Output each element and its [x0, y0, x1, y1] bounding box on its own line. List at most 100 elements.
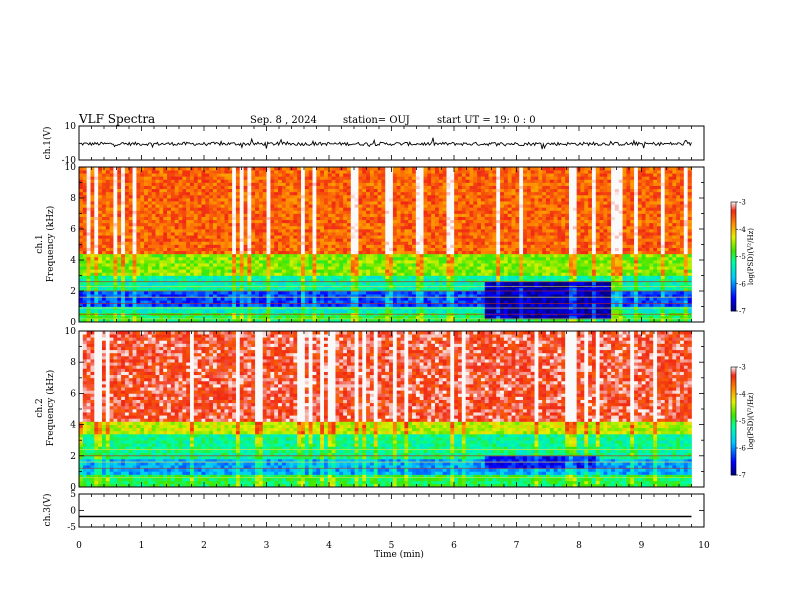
- psd-cell: [320, 225, 325, 230]
- psd-cell: [128, 269, 133, 273]
- psd-cell: [128, 278, 133, 283]
- psd-cell: [235, 287, 241, 292]
- psd-cell: [79, 219, 84, 224]
- psd-cell: [385, 294, 390, 298]
- psd-cell: [174, 287, 179, 292]
- psd-cell: [339, 315, 344, 320]
- psd-cell: [86, 266, 91, 270]
- psd-cell: [281, 315, 287, 320]
- psd-cell: [201, 247, 206, 252]
- psd-cell: [389, 275, 394, 279]
- psd-cell: [82, 219, 88, 224]
- psd-cell: [79, 250, 84, 255]
- psd-cell: [251, 260, 256, 264]
- psd-cell: [408, 170, 413, 174]
- psd-cell: [408, 173, 413, 177]
- psd-cell: [186, 222, 191, 227]
- psd-cell: [354, 188, 359, 193]
- psd-cell: [343, 260, 348, 264]
- psd-cell: [335, 309, 340, 314]
- ch1-spectrogram-cells: [79, 167, 692, 323]
- psd-cell: [346, 222, 352, 227]
- psd-cell: [182, 294, 187, 298]
- psd-cell: [366, 318, 371, 323]
- psd-cell: [170, 281, 176, 286]
- psd-cell: [178, 207, 183, 211]
- psd-cell: [316, 219, 321, 224]
- psd-cell: [335, 250, 340, 255]
- psd-cell: [392, 260, 398, 264]
- psd-cell: [136, 188, 141, 193]
- psd-cell: [400, 247, 405, 252]
- psd-cell: [140, 275, 145, 279]
- psd-cell: [266, 182, 271, 186]
- psd-cell: [316, 269, 321, 273]
- psd-cell: [358, 244, 363, 248]
- psd-cell: [224, 253, 229, 258]
- psd-cell: [79, 188, 84, 193]
- psd-cell: [113, 229, 118, 233]
- psd-cell: [235, 281, 241, 286]
- psd-cell: [266, 244, 271, 248]
- psd-cell: [412, 309, 417, 314]
- psd-cell: [320, 253, 325, 258]
- psd-cell: [105, 241, 110, 245]
- psd-cell: [327, 244, 333, 248]
- psd-cell: [324, 210, 329, 214]
- psd-cell: [190, 176, 195, 180]
- psd-cell: [98, 266, 103, 270]
- psd-cell: [101, 182, 107, 186]
- psd-cell: [343, 229, 348, 233]
- psd-cell: [377, 309, 382, 314]
- psd-cell: [201, 194, 206, 199]
- psd-cell: [228, 309, 233, 314]
- psd-cell: [212, 176, 218, 180]
- psd-cell: [90, 194, 95, 199]
- psd-cell: [281, 210, 287, 214]
- psd-cell: [136, 297, 141, 301]
- psd-cell: [159, 294, 164, 298]
- psd-cell: [320, 182, 325, 186]
- psd-cell: [255, 318, 260, 323]
- psd-cell: [446, 275, 451, 279]
- psd-cell: [381, 303, 386, 307]
- psd-cell: [140, 291, 145, 295]
- psd-cell: [193, 179, 199, 183]
- psd-cell: [167, 250, 172, 255]
- psd-cell: [94, 232, 99, 236]
- psd-cell: [278, 294, 283, 298]
- psd-cell: [124, 244, 130, 248]
- psd-cell: [247, 216, 252, 221]
- psd-cell: [209, 318, 214, 323]
- psd-cell: [140, 176, 145, 180]
- psd-cell: [389, 238, 394, 242]
- psd-cell: [105, 207, 110, 211]
- psd-cell: [435, 173, 440, 177]
- psd-cell: [121, 225, 126, 230]
- psd-cell: [247, 278, 252, 283]
- psd-cell: [396, 278, 401, 283]
- psd-cell: [174, 272, 179, 276]
- psd-cell: [297, 213, 302, 217]
- psd-cell: [201, 225, 206, 230]
- psd-cell: [415, 275, 421, 279]
- psd-cell: [431, 256, 436, 261]
- psd-cell: [140, 297, 145, 301]
- psd-cell: [205, 179, 210, 183]
- psd-cell: [86, 247, 91, 252]
- psd-cell: [205, 315, 210, 320]
- psd-cell: [128, 170, 133, 174]
- psd-cell: [274, 176, 279, 180]
- psd-cell: [90, 287, 95, 292]
- psd-cell: [381, 201, 386, 205]
- psd-cell: [408, 297, 413, 301]
- psd-cell: [113, 219, 118, 224]
- psd-cell: [155, 225, 160, 230]
- psd-cell: [450, 229, 455, 233]
- psd-cell: [431, 216, 436, 221]
- psd-cell: [431, 232, 436, 236]
- psd-cell: [346, 256, 352, 261]
- psd-cell: [117, 207, 122, 211]
- psd-cell: [381, 247, 386, 252]
- psd-cell: [373, 297, 378, 301]
